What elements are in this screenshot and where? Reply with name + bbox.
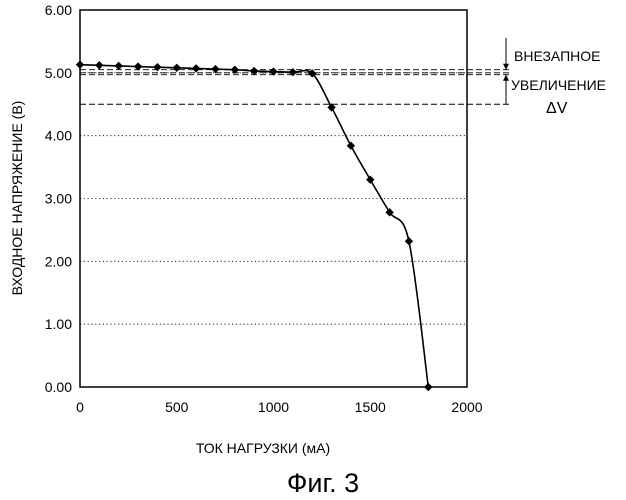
data-point-marker bbox=[211, 65, 219, 73]
series-line bbox=[80, 65, 428, 387]
x-axis-title: ТОК НАГРУЗКИ (мА) bbox=[196, 440, 330, 456]
data-point-marker bbox=[192, 64, 200, 72]
y-axis-title: ВХОДНОЕ НАПРЯЖЕНИЕ (В) bbox=[9, 101, 25, 296]
data-point-marker bbox=[405, 237, 413, 245]
x-tick-labels: 0 500 1000 1500 2000 bbox=[76, 399, 483, 415]
x-tick-label: 1000 bbox=[258, 399, 289, 415]
data-point-marker bbox=[76, 60, 84, 68]
data-point-marker bbox=[250, 67, 258, 75]
data-point-marker bbox=[347, 142, 355, 150]
annotation-line-3: ΔV bbox=[546, 100, 568, 117]
x-tick-label: 0 bbox=[76, 399, 84, 415]
y-tick-label: 4.00 bbox=[45, 128, 72, 144]
annotation-line-2: УВЕЛИЧЕНИЕ bbox=[511, 77, 606, 93]
data-point-marker bbox=[366, 175, 374, 183]
y-tick-label: 5.00 bbox=[45, 65, 72, 81]
y-tick-label: 1.00 bbox=[45, 316, 72, 332]
arrow-head bbox=[503, 64, 509, 70]
delta-v-arrows bbox=[503, 38, 509, 104]
x-tick-label: 500 bbox=[165, 399, 189, 415]
data-point-marker bbox=[424, 383, 432, 391]
y-tick-label: 0.00 bbox=[45, 379, 72, 395]
x-tick-label: 1500 bbox=[355, 399, 386, 415]
y-tick-label: 6.00 bbox=[45, 2, 72, 18]
arrow-head bbox=[503, 75, 509, 81]
data-point-marker bbox=[95, 61, 103, 69]
y-tick-label: 3.00 bbox=[45, 191, 72, 207]
data-point-marker bbox=[115, 62, 123, 70]
data-markers bbox=[76, 60, 433, 391]
figure-caption: Фиг. 3 bbox=[287, 468, 359, 498]
y-tick-labels: 0.00 1.00 2.00 3.00 4.00 5.00 6.00 bbox=[45, 2, 72, 395]
annotation-line-1: ВНЕЗАПНОЕ bbox=[514, 48, 601, 64]
grid-lines bbox=[80, 73, 467, 324]
reference-lines bbox=[80, 70, 512, 105]
x-tick-label: 2000 bbox=[451, 399, 482, 415]
y-tick-label: 2.00 bbox=[45, 253, 72, 269]
data-point-marker bbox=[173, 64, 181, 72]
